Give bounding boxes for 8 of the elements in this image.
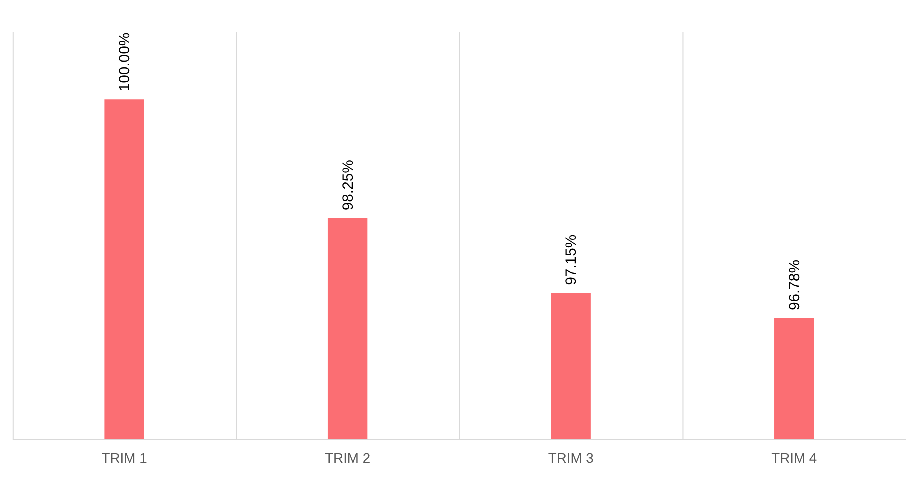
data-label: 97.15% (564, 234, 580, 286)
x-tick-label: TRIM 3 (548, 450, 594, 466)
data-label: 100.00% (118, 32, 134, 92)
x-tick-label: TRIM 4 (772, 450, 818, 466)
x-tick-label: TRIM 1 (102, 450, 148, 466)
x-tick-label: TRIM 2 (325, 450, 371, 466)
data-label: 96.78% (787, 260, 804, 311)
data-label: 98.25% (340, 160, 357, 211)
